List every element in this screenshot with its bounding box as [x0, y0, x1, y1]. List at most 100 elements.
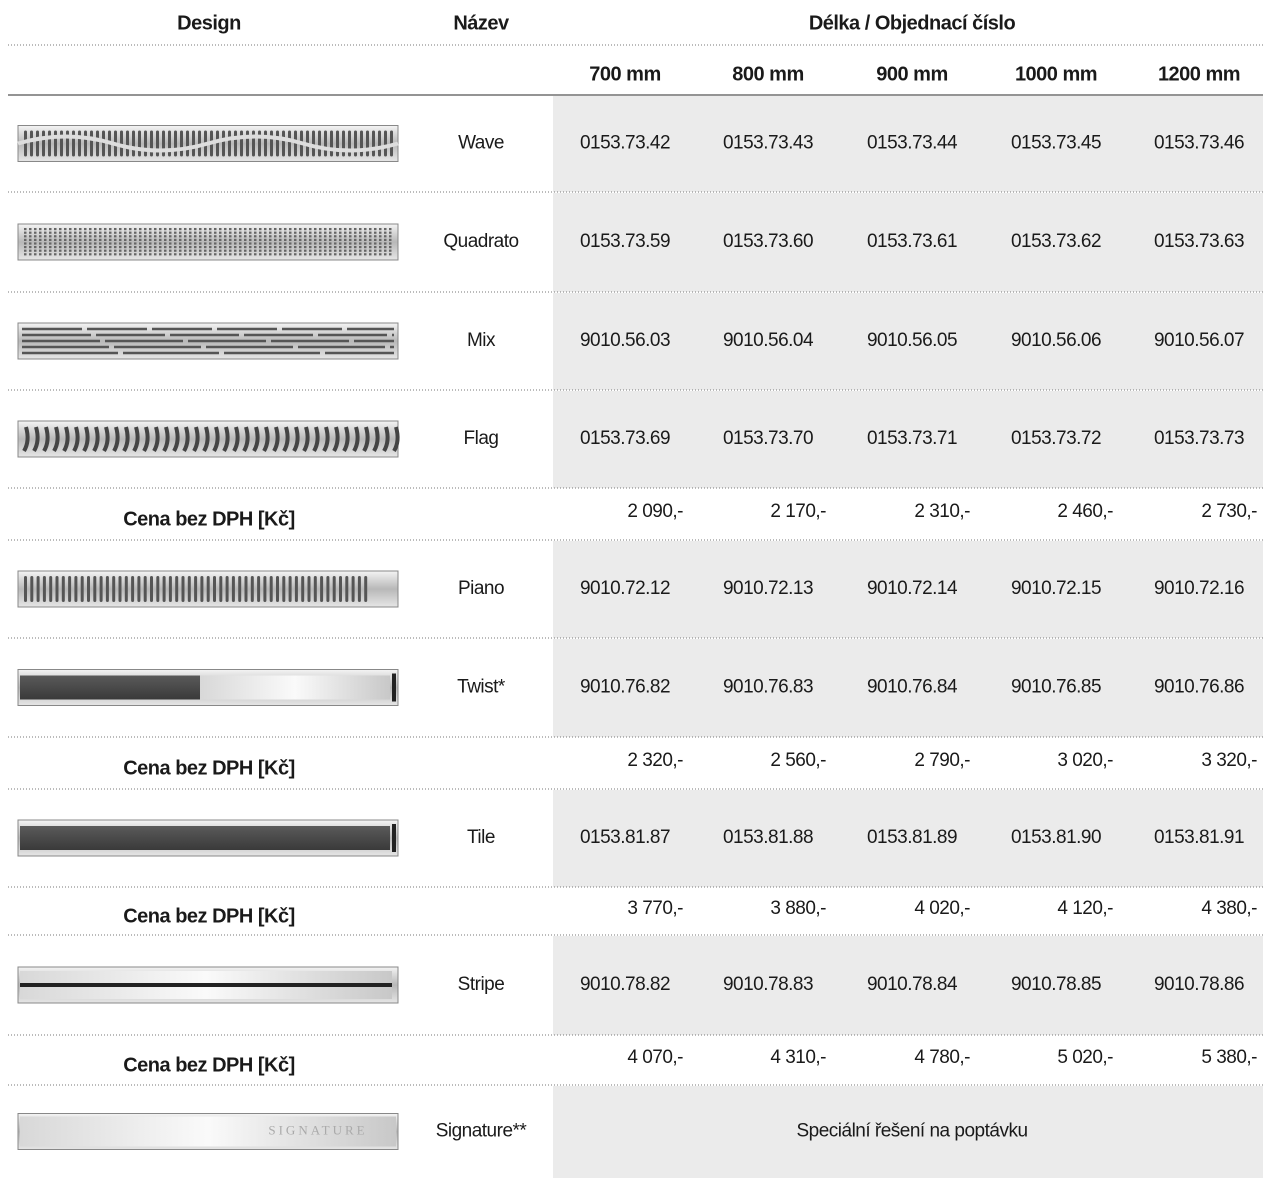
- slot: [60, 130, 63, 157]
- order-code: 0153.73.72: [1011, 428, 1101, 449]
- dot: [104, 249, 107, 252]
- dot: [379, 231, 382, 234]
- slot: [228, 130, 231, 157]
- slot: [332, 426, 340, 453]
- product-name: Signature**: [436, 1121, 528, 1142]
- cell-background: [553, 639, 1263, 737]
- dot: [89, 253, 92, 256]
- dot: [129, 238, 132, 241]
- dot: [364, 242, 367, 245]
- dot: [49, 246, 52, 249]
- price: 5 020,-: [1057, 1047, 1113, 1068]
- dot: [369, 246, 372, 249]
- dot: [49, 228, 52, 231]
- price: 3 020,-: [1057, 750, 1113, 771]
- dot: [304, 246, 307, 249]
- dot: [369, 242, 372, 245]
- dot: [94, 231, 97, 234]
- slot: [93, 576, 97, 602]
- dot: [59, 235, 62, 238]
- price: 3 880,-: [770, 898, 826, 919]
- dot: [34, 249, 37, 252]
- dot: [84, 242, 87, 245]
- order-code: 0153.73.73: [1154, 428, 1244, 449]
- dot: [109, 253, 112, 256]
- dot: [219, 235, 222, 238]
- order-code: 9010.78.85: [1011, 974, 1101, 995]
- dot: [274, 253, 277, 256]
- order-code: 0153.73.43: [723, 133, 813, 154]
- order-code: 9010.56.03: [580, 330, 670, 351]
- dot: [339, 231, 342, 234]
- dot: [34, 228, 37, 231]
- slot: [124, 576, 128, 602]
- dot: [324, 238, 327, 241]
- dot: [269, 242, 272, 245]
- dot: [154, 235, 157, 238]
- slot: [80, 576, 84, 602]
- dot: [274, 228, 277, 231]
- dot: [284, 242, 287, 245]
- dot: [129, 231, 132, 234]
- dot: [114, 246, 117, 249]
- dot: [44, 231, 47, 234]
- dot: [174, 235, 177, 238]
- slot: [270, 130, 273, 157]
- slot: [187, 576, 191, 602]
- dot: [184, 238, 187, 241]
- order-code: 0153.81.90: [1011, 827, 1101, 848]
- drain-image: [17, 966, 399, 1004]
- dot: [79, 238, 82, 241]
- slot: [68, 576, 72, 602]
- drain-image: [17, 223, 399, 261]
- slot: [234, 130, 237, 157]
- dot: [339, 238, 342, 241]
- slot: [240, 130, 243, 157]
- dot: [294, 253, 297, 256]
- dot: [239, 231, 242, 234]
- dot: [314, 246, 317, 249]
- dot: [74, 242, 77, 245]
- dot: [244, 228, 247, 231]
- dot: [99, 242, 102, 245]
- dot: [104, 253, 107, 256]
- dot: [34, 235, 37, 238]
- dot: [254, 231, 257, 234]
- dot: [319, 249, 322, 252]
- dot: [99, 228, 102, 231]
- dot: [64, 246, 67, 249]
- dot: [194, 238, 197, 241]
- dot: [219, 249, 222, 252]
- dot: [254, 242, 257, 245]
- dot: [279, 231, 282, 234]
- dot: [39, 246, 42, 249]
- slot: [92, 426, 100, 453]
- dot: [24, 253, 27, 256]
- order-code: 0153.81.89: [867, 827, 957, 848]
- dot: [199, 249, 202, 252]
- dot: [279, 228, 282, 231]
- dot: [109, 249, 112, 252]
- slot: [231, 576, 235, 602]
- dot: [279, 235, 282, 238]
- dot: [144, 231, 147, 234]
- product-name: Stripe: [458, 974, 505, 995]
- dot: [169, 242, 172, 245]
- dot: [314, 238, 317, 241]
- dot: [289, 253, 292, 256]
- dot: [229, 235, 232, 238]
- slot: [302, 426, 310, 453]
- panel: [20, 1116, 396, 1147]
- drain-image: SIGNATURE: [17, 1113, 399, 1150]
- dot: [314, 249, 317, 252]
- dot: [359, 242, 362, 245]
- slot: [288, 576, 292, 602]
- dot: [329, 235, 332, 238]
- dot: [374, 228, 377, 231]
- dot: [249, 238, 252, 241]
- dot: [354, 231, 357, 234]
- dot: [114, 253, 117, 256]
- dot: [164, 253, 167, 256]
- dot: [219, 231, 222, 234]
- dot: [229, 246, 232, 249]
